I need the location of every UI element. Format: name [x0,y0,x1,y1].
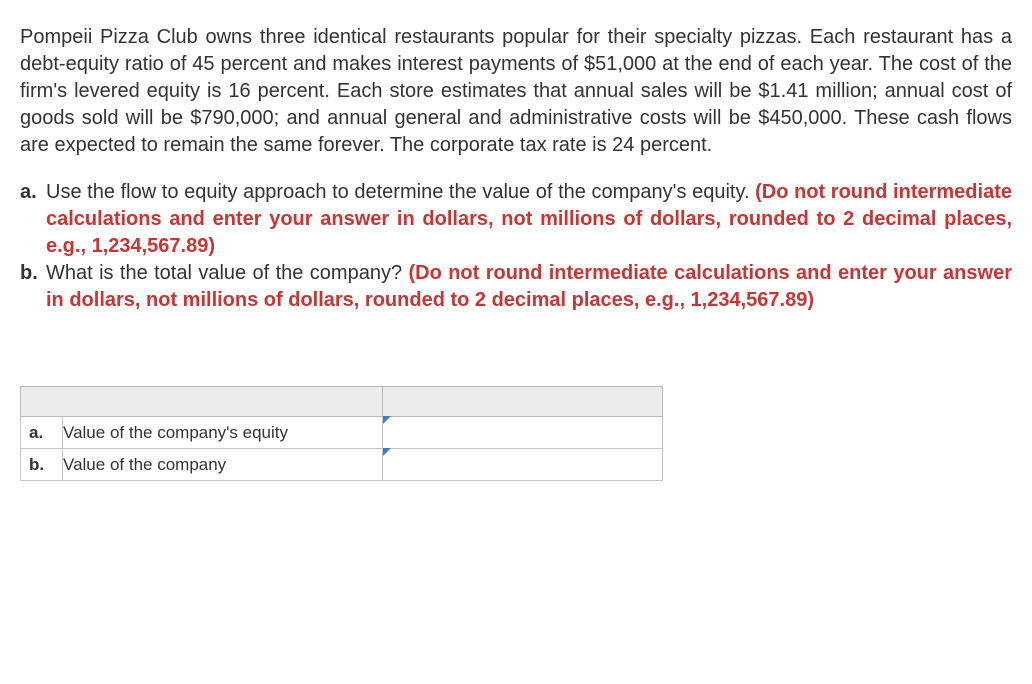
question-b-label: b. [20,260,46,287]
question-a-text: Use the flow to equity approach to deter… [46,181,755,203]
question-item-b: b. What is the total value of the compan… [20,260,1012,314]
row-b-input-cell[interactable] [383,449,663,481]
row-b-desc: Value of the company [63,449,383,481]
answer-table: a. Value of the company's equity b. Valu… [20,386,663,481]
row-b-label: b. [21,449,63,481]
intro-paragraph: Pompeii Pizza Club owns three identical … [20,24,1012,159]
question-b-text: What is the total value of the company? [46,262,408,284]
table-row: b. Value of the company [21,449,663,481]
table-row: a. Value of the company's equity [21,417,663,449]
row-a-label: a. [21,417,63,449]
row-a-input[interactable] [383,417,662,448]
question-item-a: a. Use the flow to equity approach to de… [20,179,1012,260]
question-a-label: a. [20,179,46,206]
row-b-input[interactable] [383,449,662,480]
row-a-input-cell[interactable] [383,417,663,449]
row-a-desc: Value of the company's equity [63,417,383,449]
table-header-row [21,387,663,417]
question-list: a. Use the flow to equity approach to de… [20,179,1012,314]
